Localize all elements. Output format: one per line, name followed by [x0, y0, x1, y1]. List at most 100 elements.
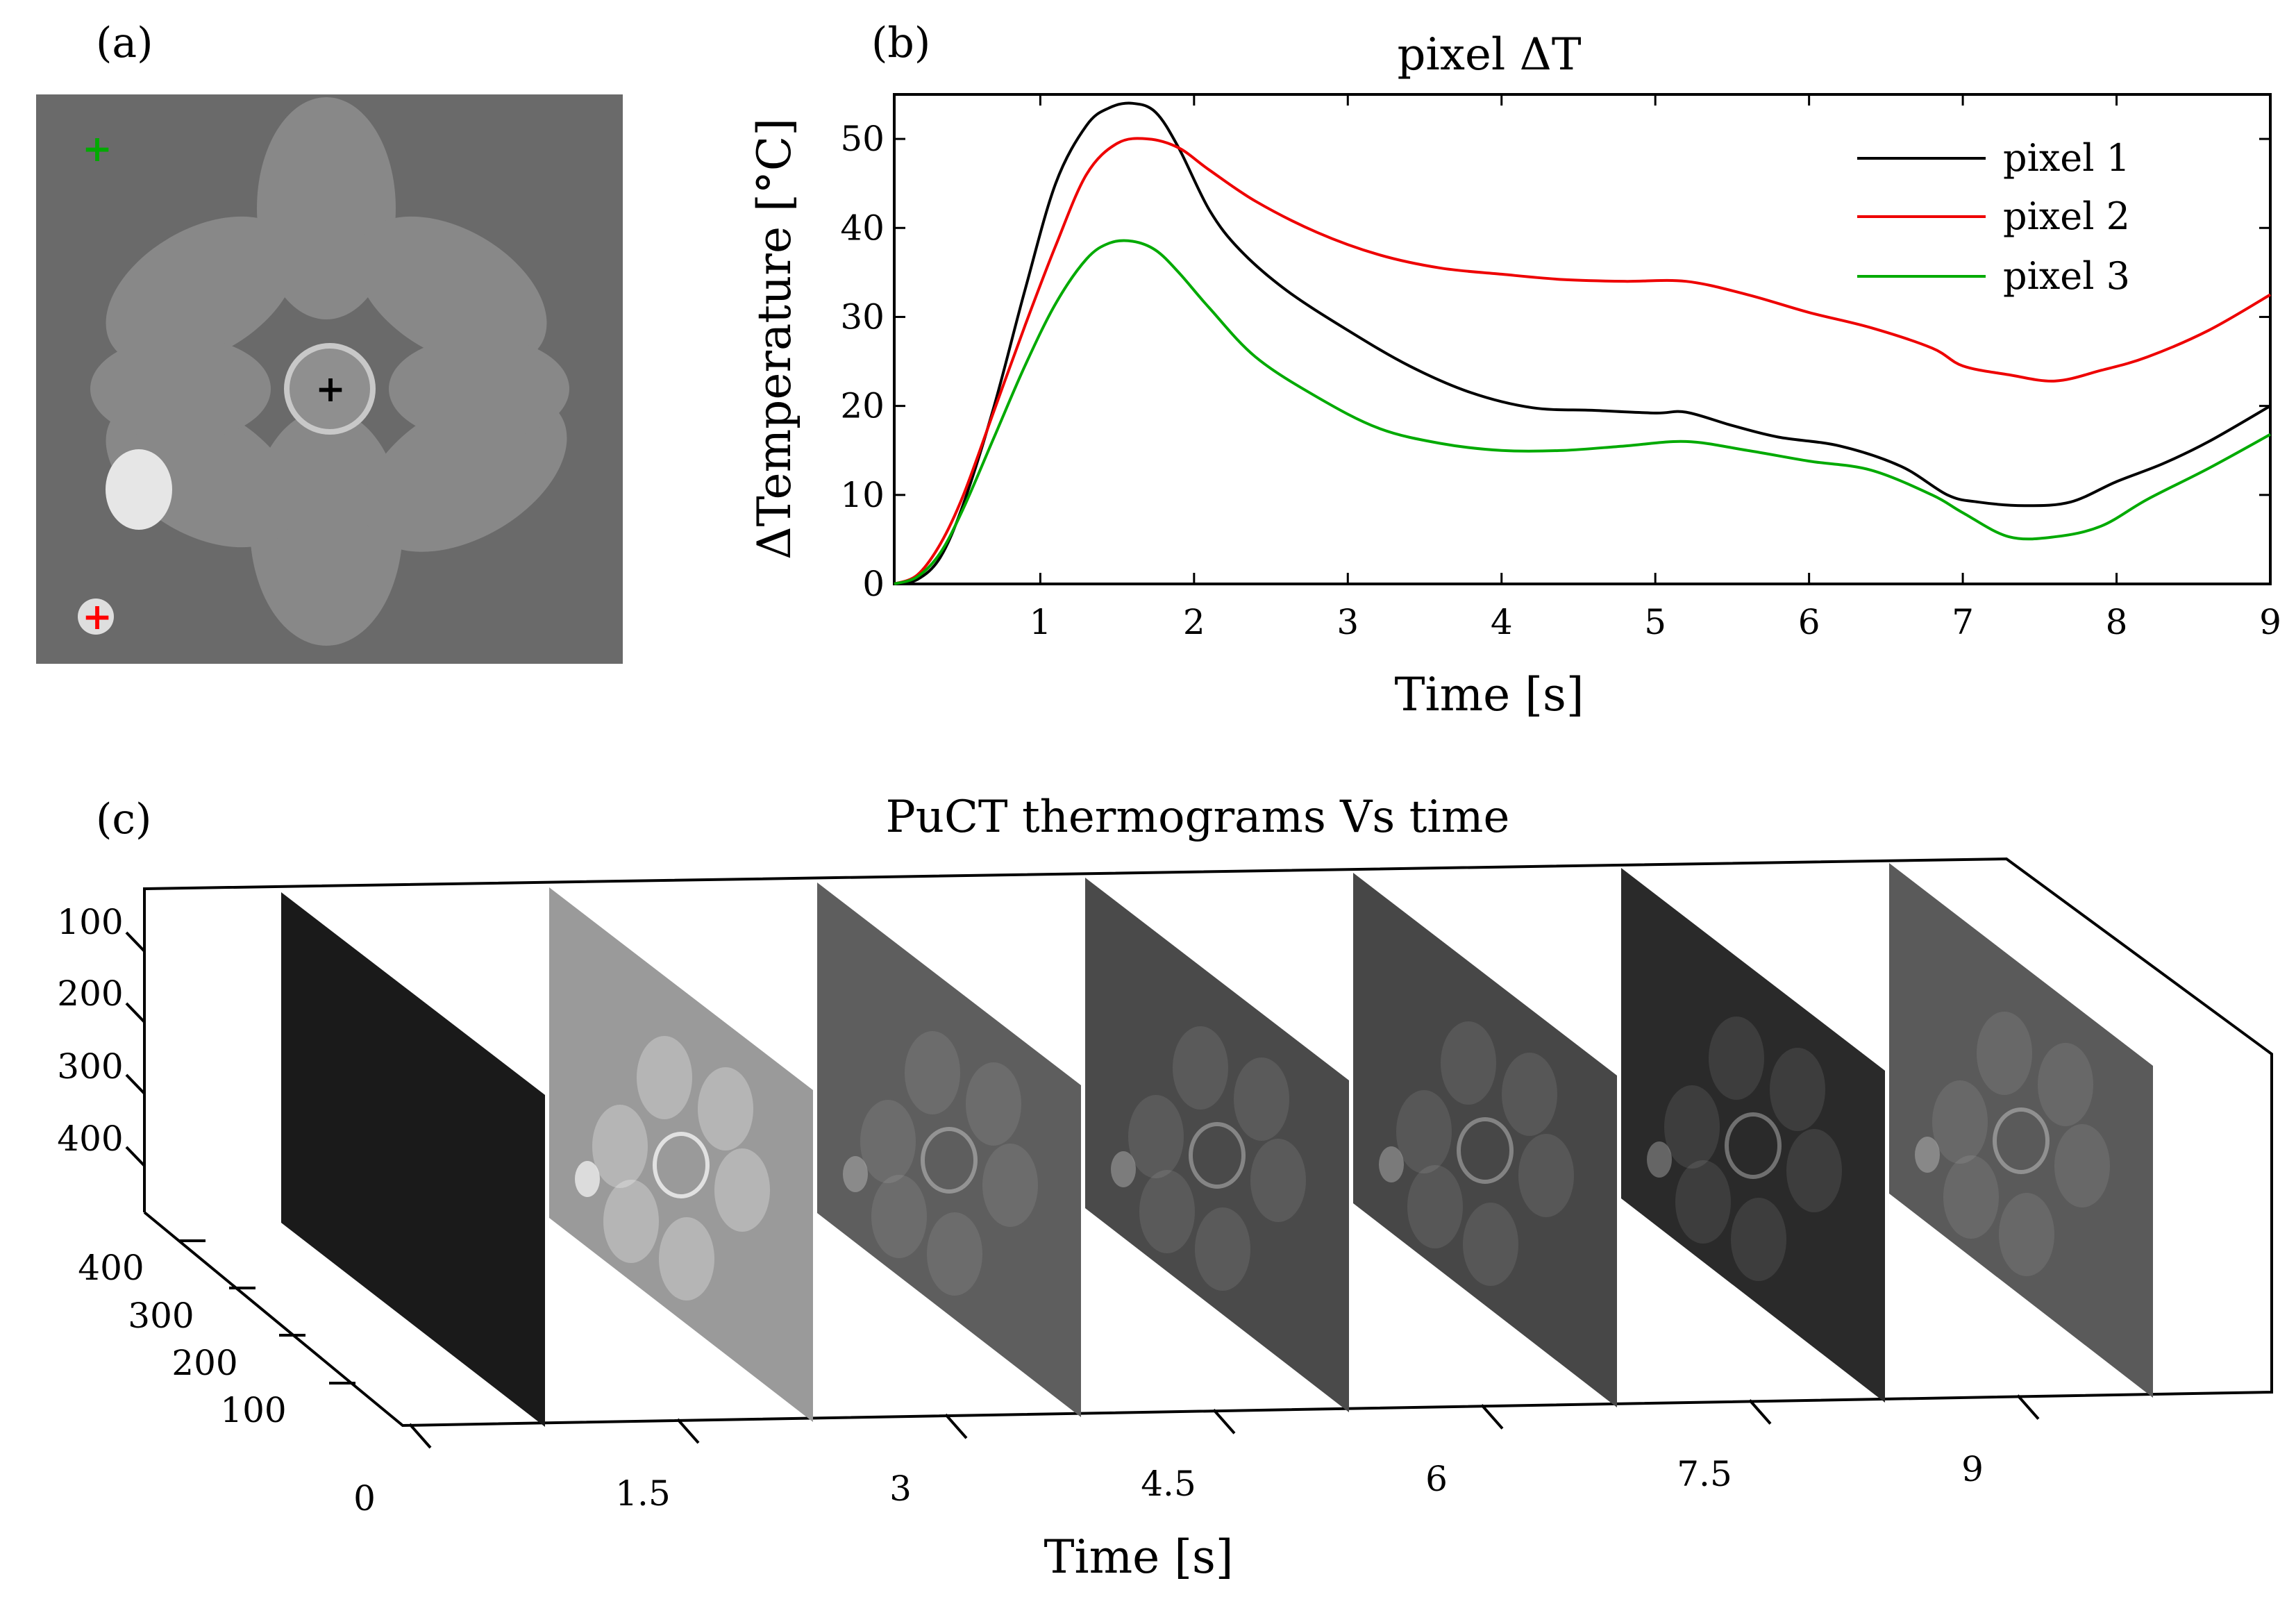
frame-petal — [1139, 1170, 1195, 1253]
x-axis-label: Time [s] — [1394, 668, 1584, 721]
frame-defect — [1111, 1151, 1136, 1187]
x-axis-label-c: Time [s] — [1044, 1530, 1233, 1584]
time-tick-label: 1.5 — [615, 1473, 671, 1514]
time-tick-label: 6 — [1425, 1459, 1448, 1499]
legend-label-pixel-2: pixel 2 — [2003, 194, 2130, 238]
thermogram-frame — [1085, 878, 1349, 1412]
legend: pixel 1 pixel 2 pixel 3 — [1857, 136, 2130, 298]
time-tick-mark — [2016, 1394, 2040, 1420]
frame-surface — [1353, 873, 1617, 1407]
frame-petal — [966, 1062, 1021, 1146]
frame-petal — [2038, 1043, 2093, 1126]
frame-surface — [1621, 868, 1885, 1403]
thermogram-frame — [1889, 863, 2153, 1398]
y-axis-label: ΔTemperature [°C] — [748, 118, 801, 560]
frame-petal — [905, 1031, 960, 1114]
data-lines — [894, 101, 2272, 585]
frame-petal — [871, 1175, 927, 1258]
frame-defect — [575, 1161, 600, 1197]
frame-defect — [843, 1156, 868, 1192]
time-tick-mark — [408, 1423, 432, 1449]
marker-pixel-1: + — [315, 368, 346, 410]
chart-b-title: pixel ΔT — [1397, 29, 1581, 81]
frame-petal — [1709, 1017, 1764, 1100]
time-tick-label: 7.5 — [1677, 1454, 1732, 1494]
frame-hole — [1993, 1107, 2050, 1174]
frame-surface — [549, 887, 813, 1422]
frame-petal — [1396, 1090, 1452, 1173]
frame-surface — [1889, 863, 2153, 1398]
time-tick-label: 4.5 — [1141, 1464, 1196, 1504]
series-line-pixel-1 — [894, 101, 2272, 585]
frame-defect — [1647, 1141, 1672, 1178]
time-tick-mark — [1212, 1408, 1236, 1434]
frame-petal — [1770, 1048, 1825, 1131]
frame-petal — [1518, 1134, 1574, 1217]
frame-petal — [1128, 1095, 1184, 1178]
time-tick-mark — [676, 1418, 700, 1444]
y-tick-label: 30 — [840, 296, 885, 337]
line-chart: 0 10 20 30 40 50 1 2 3 4 5 6 7 8 9 Time [s] ΔTemperat… — [748, 93, 2281, 721]
y-tick-label: 10 — [840, 475, 885, 515]
thermogram-frame — [817, 883, 1081, 1417]
frame-petal — [1731, 1198, 1786, 1281]
x-tick-label: 9 — [2259, 602, 2281, 642]
time-tick-mark — [1480, 1404, 1504, 1430]
flower-pattern — [90, 97, 569, 646]
y-tick-label: 40 — [840, 208, 885, 248]
frame-petal — [982, 1144, 1038, 1227]
depth-tick-label: 400 — [78, 1248, 144, 1288]
time-ticks: 0 1.5 3 4.5 6 7.5 9 — [353, 1394, 2040, 1519]
frame-petal — [1407, 1165, 1463, 1248]
frame-petal — [1441, 1021, 1496, 1105]
frame-petal — [2054, 1124, 2110, 1207]
chart-c-title: PuCT thermograms Vs time — [886, 792, 1510, 843]
thermogram-frame — [1621, 868, 1885, 1403]
time-tick-mark — [944, 1413, 968, 1439]
frame-hole — [1725, 1112, 1782, 1179]
x-tick-label: 2 — [1183, 602, 1205, 642]
time-tick-label: 0 — [353, 1478, 376, 1519]
y-tick-label: 50 — [840, 119, 885, 159]
legend-label-pixel-3: pixel 3 — [2003, 254, 2130, 298]
image-stack-3d: 100 200 300 400 400 300 200 100 0 1.5 3 4.5… — [57, 857, 2273, 1584]
box-outline — [143, 857, 2273, 1428]
bright-spot — [78, 599, 114, 635]
frame-surface — [817, 883, 1081, 1417]
frame-petal — [1943, 1155, 1999, 1239]
depth-ticks: 400 300 200 100 — [78, 1239, 355, 1430]
frame-petal — [1675, 1160, 1731, 1244]
bright-defect — [106, 449, 172, 530]
y-tick-label: 100 — [57, 902, 123, 942]
frame-petal — [1664, 1085, 1720, 1169]
frame-defect — [1379, 1146, 1404, 1182]
frame-petal — [1250, 1139, 1306, 1222]
frame-petal — [592, 1105, 648, 1188]
marker-pixel-3: + — [82, 128, 112, 170]
legend-label-pixel-1: pixel 1 — [2003, 136, 2130, 180]
frame-defect — [1915, 1137, 1940, 1173]
frame-petal — [714, 1148, 770, 1232]
y-tick-label: 200 — [57, 973, 123, 1014]
panel-label-b: (b) — [871, 19, 930, 67]
y-tick-label: 20 — [840, 386, 885, 426]
y-tick-label: 400 — [57, 1119, 123, 1159]
frame-petal — [1234, 1057, 1289, 1141]
panel-a-thermogram: + + + — [36, 94, 623, 664]
time-tick-label: 9 — [1961, 1449, 1984, 1489]
series-line-pixel-3 — [894, 239, 2271, 585]
frame-petal — [927, 1212, 982, 1296]
plot-frame — [893, 93, 2272, 585]
center-hole — [284, 343, 376, 435]
depth-tick-label: 200 — [171, 1343, 237, 1383]
frame-petal — [1173, 1026, 1228, 1110]
y-ticks: 100 200 300 400 — [57, 902, 146, 1167]
thermogram-frames — [281, 863, 2153, 1427]
frame-petal — [698, 1067, 753, 1151]
depth-tick-label: 100 — [220, 1390, 286, 1430]
depth-tick-label: 300 — [128, 1296, 194, 1336]
panel-label-c: (c) — [96, 795, 151, 844]
frame-petal — [1463, 1203, 1518, 1286]
series-line-pixel-2 — [894, 137, 2272, 585]
frame-petal — [1999, 1193, 2054, 1276]
